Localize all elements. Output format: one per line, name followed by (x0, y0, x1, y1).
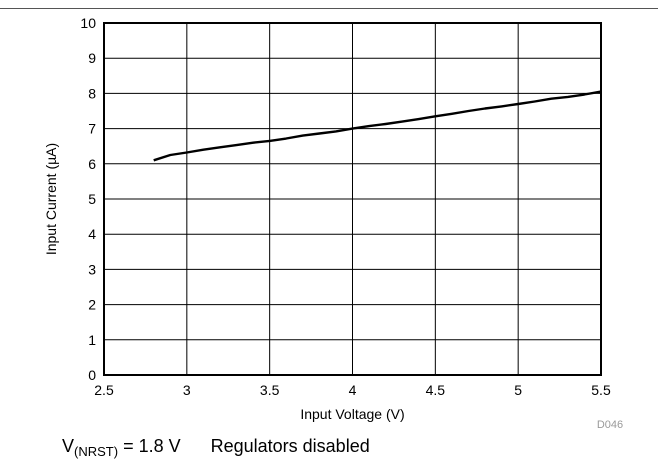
x-tick-label: 2.5 (94, 382, 114, 398)
y-tick-label: 5 (88, 191, 96, 207)
input-current-chart: 2.5 3 3.5 4 4.5 5 5.5 0 1 2 3 4 5 6 7 8 9 10 Input Volta… (43, 15, 623, 430)
x-tick-label: 3.5 (260, 382, 280, 398)
caption: V(NRST) = 1.8 V Regulators disabled (62, 436, 370, 459)
y-tick-label: 8 (88, 85, 96, 101)
plot-frame (103, 22, 602, 376)
caption-v-symbol: V (62, 436, 75, 456)
y-tick-label: 10 (80, 15, 96, 31)
caption-v-value: = 1.8 V (118, 436, 181, 456)
y-tick-label: 2 (88, 297, 96, 313)
y-axis-title: Input Current (µA) (43, 143, 59, 255)
y-tick-label: 7 (88, 121, 96, 137)
y-tick-label: 3 (88, 261, 96, 277)
y-tick-labels: 0 1 2 3 4 5 6 7 8 9 10 (80, 15, 96, 383)
y-tick-label: 6 (88, 156, 96, 172)
x-tick-label: 4.5 (426, 382, 446, 398)
y-tick-label: 4 (88, 226, 96, 242)
caption-note: Regulators disabled (210, 436, 370, 456)
grid-lines (103, 22, 602, 376)
y-tick-label: 9 (88, 50, 96, 66)
x-axis-title: Input Voltage (V) (300, 406, 404, 422)
x-tick-label: 4 (349, 382, 357, 398)
caption-v-subscript: (NRST) (74, 444, 119, 459)
x-tick-labels: 2.5 3 3.5 4 4.5 5 5.5 (94, 382, 611, 398)
x-tick-label: 5.5 (591, 382, 611, 398)
x-tick-label: 5 (514, 382, 522, 398)
top-rule (0, 8, 658, 9)
y-tick-label: 1 (88, 332, 96, 348)
series-line-input-current (153, 90, 602, 162)
figure-id: D046 (597, 419, 623, 430)
y-tick-label: 0 (88, 367, 96, 383)
x-tick-label: 3 (183, 382, 191, 398)
